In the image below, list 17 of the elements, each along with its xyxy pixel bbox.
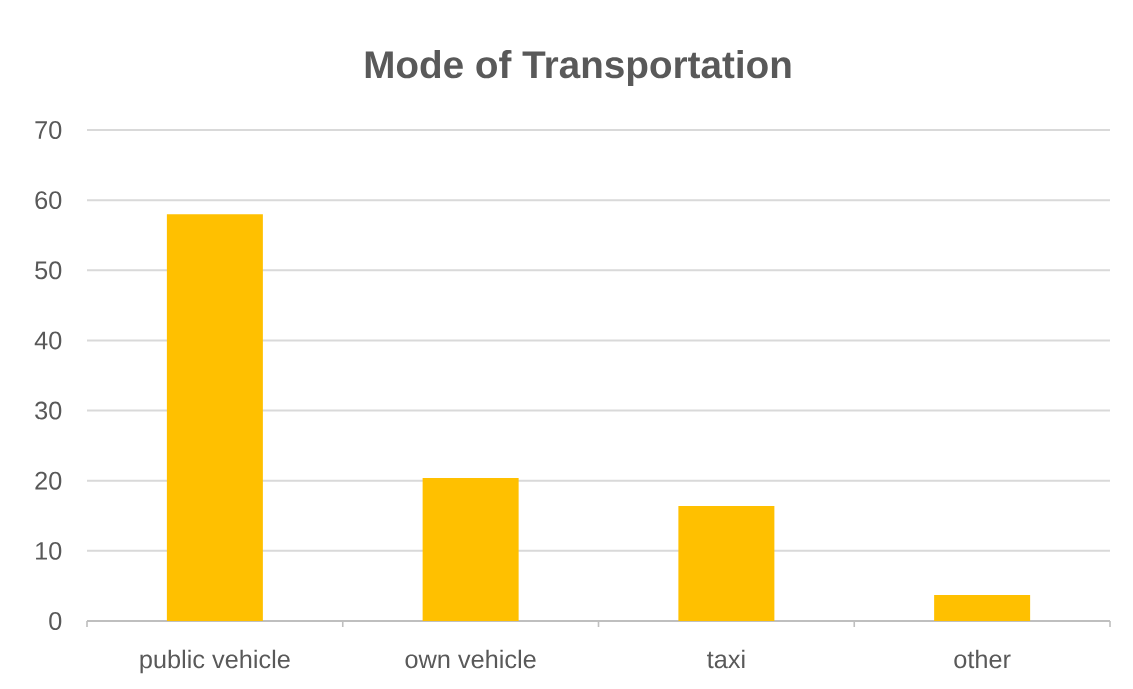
x-tick-label: other xyxy=(954,649,1011,669)
y-tick-label: 20 xyxy=(35,471,62,490)
y-tick-label: 60 xyxy=(35,191,62,210)
y-tick-label: 0 xyxy=(49,612,62,630)
y-tick-label: 10 xyxy=(36,541,62,560)
bar xyxy=(934,595,1031,621)
y-tick-label: 30 xyxy=(35,401,62,420)
chart-title: Mode of Transportation xyxy=(365,49,791,87)
y-tick-label: 50 xyxy=(35,261,62,280)
y-tick-label: 70 xyxy=(35,121,62,139)
x-tick-label: taxi xyxy=(707,649,745,669)
bar xyxy=(166,214,263,621)
x-tick-label: public vehicle xyxy=(140,649,290,674)
bar xyxy=(678,505,775,621)
x-tick-label: own vehicle xyxy=(405,649,536,669)
y-tick-label: 40 xyxy=(34,331,62,350)
bar xyxy=(422,477,519,621)
